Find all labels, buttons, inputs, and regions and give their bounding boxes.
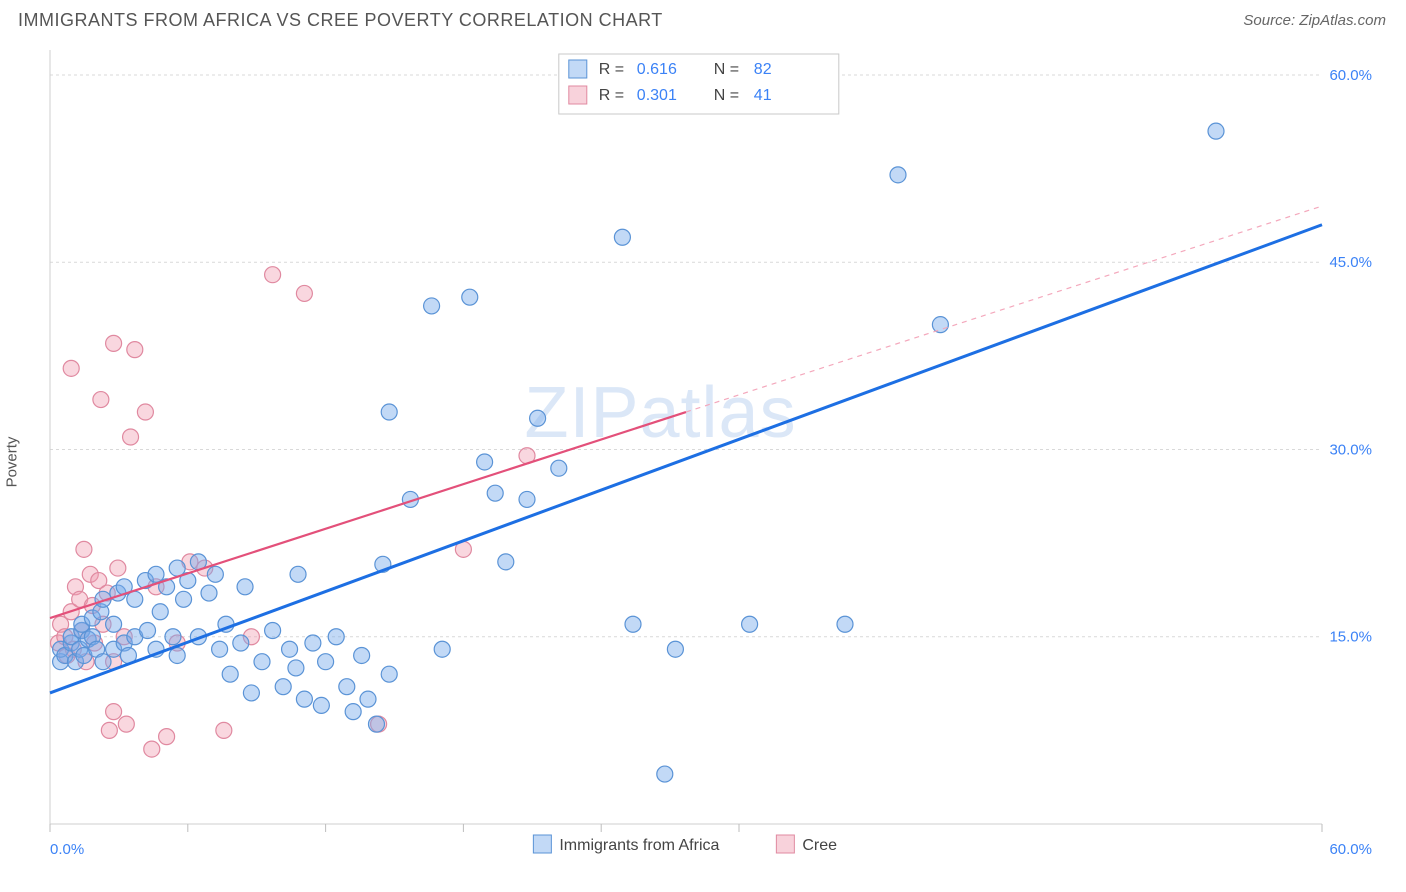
stat-n-value: 82 bbox=[754, 61, 772, 78]
data-point bbox=[216, 722, 232, 738]
data-point bbox=[318, 654, 334, 670]
data-point bbox=[625, 616, 641, 632]
data-point bbox=[657, 766, 673, 782]
data-point bbox=[265, 623, 281, 639]
data-point bbox=[201, 585, 217, 601]
data-point bbox=[530, 410, 546, 426]
data-point bbox=[233, 635, 249, 651]
data-point bbox=[1208, 123, 1224, 139]
x-tick-label: 60.0% bbox=[1329, 841, 1372, 858]
stat-r-label: R = bbox=[599, 87, 624, 104]
data-point bbox=[328, 629, 344, 645]
watermark: ZIPatlas bbox=[525, 373, 797, 453]
data-point bbox=[296, 285, 312, 301]
data-point bbox=[742, 616, 758, 632]
data-point bbox=[614, 229, 630, 245]
data-point bbox=[837, 616, 853, 632]
data-point bbox=[305, 635, 321, 651]
data-point bbox=[222, 666, 238, 682]
data-point bbox=[101, 722, 117, 738]
data-point bbox=[282, 641, 298, 657]
data-point bbox=[243, 685, 259, 701]
stat-n-label: N = bbox=[714, 87, 739, 104]
data-point bbox=[381, 404, 397, 420]
data-point bbox=[144, 741, 160, 757]
scatter-chart: 15.0% 30.0% 45.0% 60.0% 0.0% 60.0% ZIPatlas R =… bbox=[18, 44, 1394, 880]
data-point bbox=[368, 716, 384, 732]
y-tick-label: 45.0% bbox=[1329, 254, 1372, 271]
data-point bbox=[137, 404, 153, 420]
header: IMMIGRANTS FROM AFRICA VS CREE POVERTY C… bbox=[0, 0, 1406, 37]
data-point bbox=[76, 541, 92, 557]
data-point bbox=[265, 267, 281, 283]
data-point bbox=[176, 591, 192, 607]
data-point bbox=[140, 623, 156, 639]
legend-label: Immigrants from Africa bbox=[559, 837, 719, 854]
data-point bbox=[360, 691, 376, 707]
data-point bbox=[932, 317, 948, 333]
data-point bbox=[106, 616, 122, 632]
data-point bbox=[106, 704, 122, 720]
stat-r-value: 0.301 bbox=[637, 87, 677, 104]
data-point bbox=[890, 167, 906, 183]
data-point bbox=[212, 641, 228, 657]
chart-container: Poverty 15.0%30.0%45.0%60.0%0.0%60.0%ZIP… bbox=[18, 44, 1394, 880]
data-point bbox=[127, 591, 143, 607]
stat-r-label: R = bbox=[599, 61, 624, 78]
data-point bbox=[345, 704, 361, 720]
data-point bbox=[313, 697, 329, 713]
stat-n-label: N = bbox=[714, 61, 739, 78]
data-point bbox=[381, 666, 397, 682]
legend-swatch bbox=[533, 835, 551, 853]
data-point bbox=[462, 289, 478, 305]
data-point bbox=[159, 729, 175, 745]
data-point bbox=[487, 485, 503, 501]
data-point bbox=[110, 560, 126, 576]
data-point bbox=[237, 579, 253, 595]
data-point bbox=[290, 566, 306, 582]
data-point bbox=[339, 679, 355, 695]
stat-r-value: 0.616 bbox=[637, 61, 677, 78]
y-axis-label: Poverty bbox=[4, 437, 21, 488]
data-point bbox=[123, 429, 139, 445]
data-point bbox=[152, 604, 168, 620]
y-tick-label: 60.0% bbox=[1329, 67, 1372, 84]
y-tick-label: 30.0% bbox=[1329, 441, 1372, 458]
data-point bbox=[296, 691, 312, 707]
data-point bbox=[519, 491, 535, 507]
regression-line-b bbox=[50, 412, 686, 618]
data-point bbox=[288, 660, 304, 676]
data-point bbox=[354, 647, 370, 663]
source-label: Source: ZipAtlas.com bbox=[1243, 12, 1386, 29]
data-point bbox=[667, 641, 683, 657]
data-point bbox=[498, 554, 514, 570]
data-point bbox=[275, 679, 291, 695]
regression-line-a bbox=[50, 225, 1322, 693]
data-point bbox=[207, 566, 223, 582]
x-tick-label: 0.0% bbox=[50, 841, 84, 858]
data-point bbox=[424, 298, 440, 314]
data-point bbox=[93, 392, 109, 408]
data-point bbox=[169, 647, 185, 663]
data-point bbox=[106, 335, 122, 351]
data-point bbox=[551, 460, 567, 476]
data-point bbox=[434, 641, 450, 657]
data-point bbox=[165, 629, 181, 645]
regression-line-b-extrap bbox=[686, 206, 1322, 412]
legend-label: Cree bbox=[802, 837, 837, 854]
data-point bbox=[477, 454, 493, 470]
stat-n-value: 41 bbox=[754, 87, 772, 104]
chart-title: IMMIGRANTS FROM AFRICA VS CREE POVERTY C… bbox=[18, 10, 663, 31]
data-point bbox=[254, 654, 270, 670]
legend-swatch bbox=[776, 835, 794, 853]
stat-swatch bbox=[569, 86, 587, 104]
y-tick-label: 15.0% bbox=[1329, 629, 1372, 646]
stat-swatch bbox=[569, 60, 587, 78]
data-point bbox=[127, 342, 143, 358]
data-point bbox=[118, 716, 134, 732]
data-point bbox=[63, 360, 79, 376]
